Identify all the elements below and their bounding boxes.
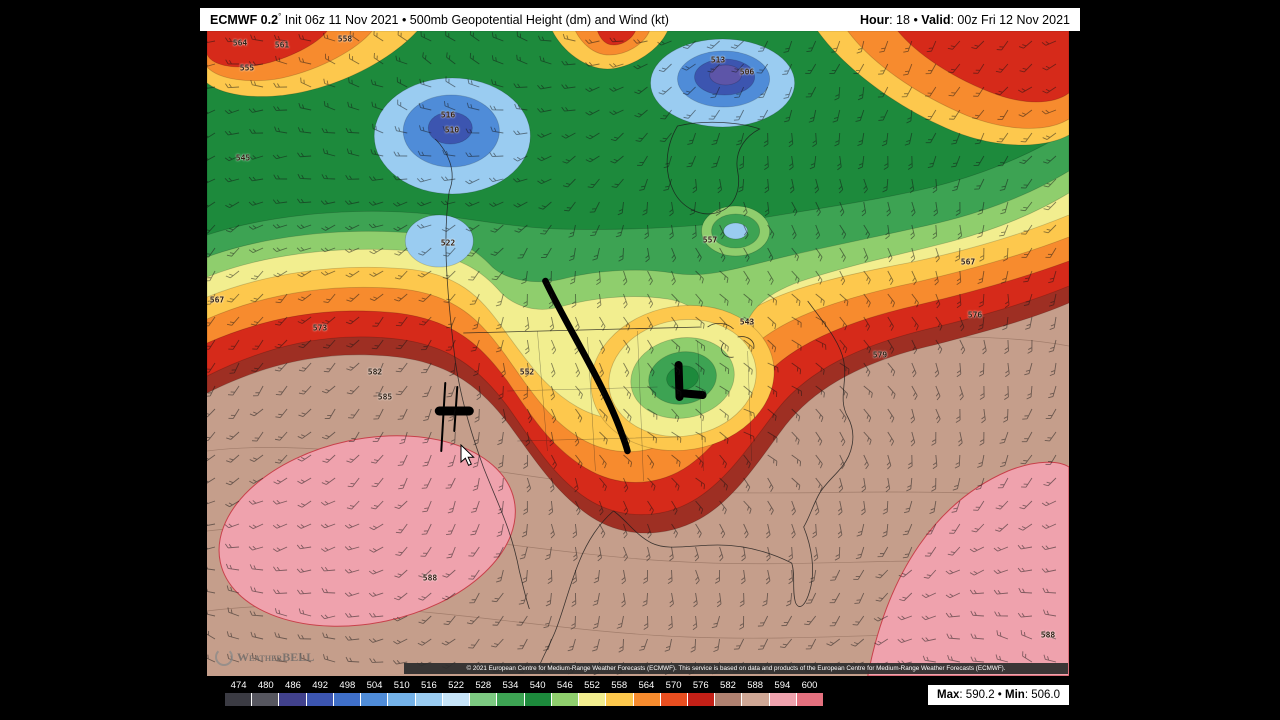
- valid-value: : 00z Fri 12 Nov 2021: [950, 12, 1070, 27]
- colorbar-cell: [333, 693, 362, 706]
- colorbar-label: 528: [475, 680, 492, 691]
- max-value: : 590.2: [959, 689, 995, 701]
- map-header: ECMWF 0.2° Init 06z 11 Nov 2021 • 500mb …: [200, 8, 1080, 31]
- colorbar-label: 558: [611, 680, 628, 691]
- colorbar-label: 510: [393, 680, 410, 691]
- min-value: : 506.0: [1024, 689, 1060, 701]
- geography-outlines: [434, 121, 854, 672]
- contour-field-svg: [207, 31, 1069, 676]
- colorbar-label: 582: [720, 680, 736, 691]
- weather-map: 564 561 558 555 545 516 510 513 506 522 557 567 573 5…: [207, 31, 1069, 676]
- trough-annotations: [434, 277, 707, 455]
- colorbar: [225, 693, 824, 706]
- colorbar-cell: [279, 693, 307, 706]
- attribution-bar: © 2021 European Centre for Medium-Range …: [404, 663, 1068, 674]
- colorbar-cell: [306, 693, 334, 706]
- colorbar-cell: [796, 693, 824, 706]
- min-label: Min: [1005, 689, 1025, 701]
- colorbar-label: 522: [448, 680, 465, 691]
- colorbar-label: 534: [502, 680, 519, 691]
- colorbar-label: 552: [584, 680, 600, 691]
- colorbar-cell: [470, 693, 498, 706]
- colorbar-cell: [524, 693, 552, 706]
- colorbar-cell: [579, 693, 607, 706]
- weatherbell-watermark: WeatherBELL: [215, 648, 314, 666]
- degree-symbol: °: [278, 11, 282, 21]
- colorbar-cell: [225, 693, 253, 706]
- colorbar-label: 486: [285, 680, 301, 691]
- colorbar-label: 498: [339, 680, 356, 691]
- valid-time: Hour: 18 • Valid: 00z Fri 12 Nov 2021: [860, 13, 1070, 27]
- hour-value: : 18: [889, 12, 910, 27]
- valid-label: Valid: [921, 12, 951, 27]
- model-name: ECMWF 0.2: [210, 13, 279, 28]
- colorbar-cell: [361, 693, 389, 706]
- colorbar-label: 594: [774, 680, 791, 691]
- max-min-chip: Max: 590.2 • Min: 506.0: [928, 685, 1069, 705]
- attribution-text: © 2021 European Centre for Medium-Range …: [466, 665, 1006, 672]
- colorbar-cell: [252, 693, 280, 706]
- colorbar-cell: [497, 693, 525, 706]
- stats-separator: •: [994, 689, 1006, 701]
- colorbar-cell: [442, 693, 471, 706]
- colorbar-label: 474: [230, 680, 247, 691]
- separator-dot: •: [909, 12, 922, 27]
- state-borders: [507, 330, 752, 482]
- colorbar-label: 588: [747, 680, 764, 691]
- colorbar-cell: [388, 693, 416, 706]
- colorbar-label: 480: [257, 680, 274, 691]
- max-label: Max: [937, 689, 960, 701]
- colorbar-cell: [715, 693, 743, 706]
- colorbar-label: 540: [529, 680, 546, 691]
- colorbar-cell: [606, 693, 634, 706]
- mouse-cursor: [460, 444, 475, 466]
- colorbar-label: 570: [665, 680, 682, 691]
- colorbar-cell: [415, 693, 443, 706]
- contour-pink-highs: [218, 435, 1069, 676]
- colorbar-label: 516: [420, 680, 437, 691]
- colorbar-cell: [742, 693, 770, 706]
- colorbar-label: 492: [312, 680, 329, 691]
- colorbar-labels: 474 480 486 492 498 504 510 516 522 528 534 540 546 5…: [225, 680, 823, 692]
- colorbar-cell: [551, 693, 580, 706]
- contour-ne-low: [701, 205, 771, 257]
- hour-label: Hour: [859, 12, 890, 27]
- contour-cold-cores: [373, 38, 796, 268]
- map-subtitle: Init 06z 11 Nov 2021 • 500mb Geopotentia…: [281, 13, 669, 28]
- colorbar-cell: [687, 693, 716, 706]
- weatherbell-logo-icon: [215, 648, 233, 666]
- colorbar-cell: [660, 693, 688, 706]
- colorbar-label: 564: [638, 680, 655, 691]
- colorbar-cell: [769, 693, 797, 706]
- colorbar-label: 504: [366, 680, 383, 691]
- map-title: ECMWF 0.2° Init 06z 11 Nov 2021 • 500mb …: [210, 12, 669, 27]
- colorbar-cell: [633, 693, 661, 706]
- colorbar-label: 600: [801, 680, 818, 691]
- colorbar-label: 576: [692, 680, 709, 691]
- watermark-text: WeatherBELL: [237, 649, 315, 664]
- colorbar-label: 546: [556, 680, 573, 691]
